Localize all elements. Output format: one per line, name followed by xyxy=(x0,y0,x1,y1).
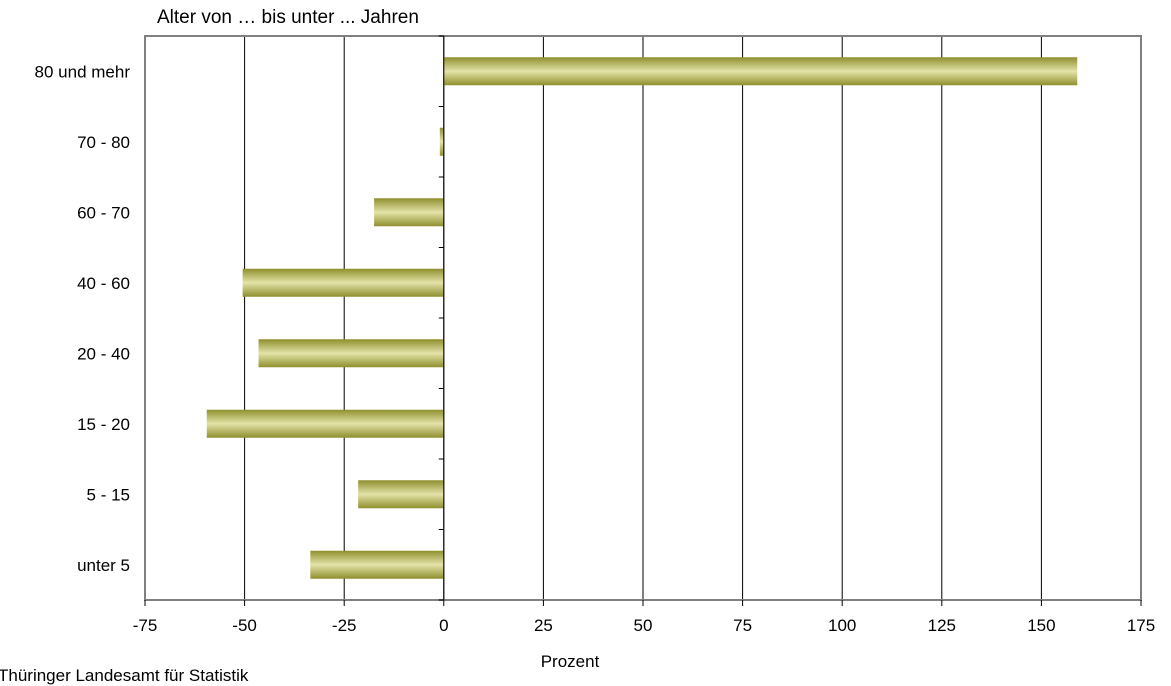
bar xyxy=(242,268,444,297)
x-tick-label: 75 xyxy=(733,616,752,635)
x-tick-label: 0 xyxy=(439,616,448,635)
category-label: unter 5 xyxy=(77,556,130,575)
category-label: 5 - 15 xyxy=(87,485,130,504)
chart-title: Alter von … bis unter ... Jahren xyxy=(157,7,419,28)
bar xyxy=(258,339,444,368)
x-tick-label: 25 xyxy=(534,616,553,635)
x-tick-label: -25 xyxy=(332,616,357,635)
category-label: 20 - 40 xyxy=(77,344,130,363)
bar xyxy=(358,480,444,509)
category-label: 70 - 80 xyxy=(77,133,130,152)
bar xyxy=(374,198,444,227)
x-axis-title: Prozent xyxy=(540,652,600,671)
bar xyxy=(310,550,444,579)
category-label: 80 und mehr xyxy=(35,62,131,81)
x-tick-label: -75 xyxy=(133,616,158,635)
x-tick-label: 100 xyxy=(828,616,856,635)
x-tick-label: -50 xyxy=(232,616,257,635)
bar xyxy=(443,57,1078,86)
x-tick-label: 150 xyxy=(1027,616,1055,635)
category-label: 15 - 20 xyxy=(77,415,130,434)
bar xyxy=(206,409,444,438)
category-label: 40 - 60 xyxy=(77,274,130,293)
category-label: 60 - 70 xyxy=(77,203,130,222)
source-note: Thüringer Landesamt für Statistik xyxy=(0,666,249,685)
x-tick-label: 175 xyxy=(1127,616,1155,635)
x-tick-label: 50 xyxy=(634,616,653,635)
x-tick-label: 125 xyxy=(928,616,956,635)
bar xyxy=(439,127,444,156)
